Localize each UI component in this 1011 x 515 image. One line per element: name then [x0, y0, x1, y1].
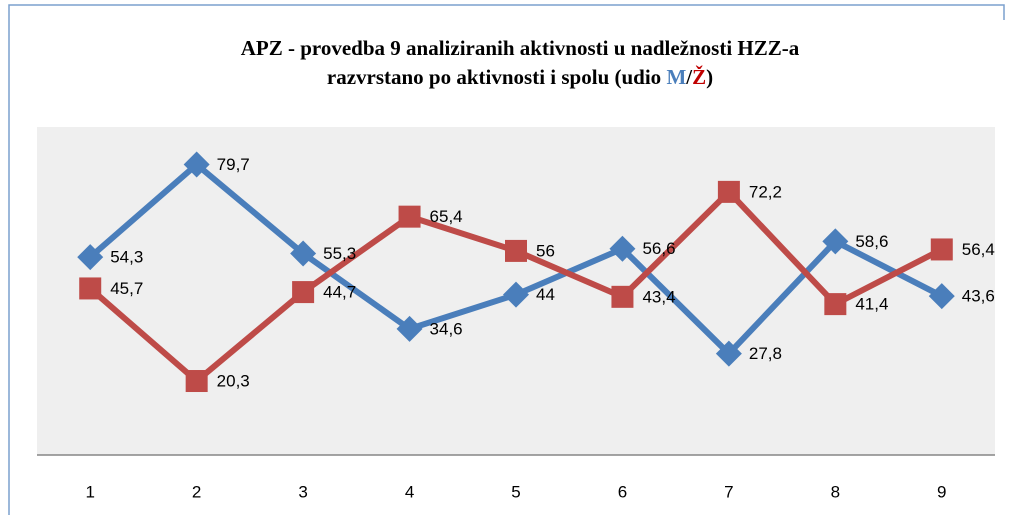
chart-subtitle: razvrstano po aktivnosti i spolu (udio M… — [327, 65, 713, 89]
marker — [185, 370, 208, 393]
legend-entry: Ž — [692, 65, 706, 89]
x-tick-label: 5 — [511, 482, 520, 501]
marker — [396, 315, 423, 342]
data-label: 56,4 — [962, 240, 995, 259]
data-label: 56 — [536, 241, 555, 260]
data-label: 44,7 — [323, 283, 356, 302]
marker — [822, 228, 849, 255]
data-label: 54,3 — [110, 248, 143, 267]
marker — [609, 235, 636, 262]
marker — [717, 180, 740, 203]
x-tick-label: 4 — [405, 482, 414, 501]
data-label: 55,3 — [323, 244, 356, 263]
data-label: 58,6 — [855, 232, 888, 251]
data-label: 43,4 — [642, 287, 675, 306]
data-label: 65,4 — [430, 207, 463, 226]
x-tick-label: 6 — [618, 482, 627, 501]
x-tick-label: 2 — [192, 482, 201, 501]
x-tick-label: 7 — [724, 482, 733, 501]
marker — [930, 238, 953, 261]
data-label: 45,7 — [110, 279, 143, 298]
marker — [79, 277, 102, 300]
marker — [183, 151, 210, 178]
x-tick-label: 3 — [298, 482, 307, 501]
marker — [715, 340, 742, 367]
data-label: 44 — [536, 285, 555, 304]
x-tick-label: 8 — [831, 482, 840, 501]
marker — [611, 285, 634, 308]
data-label: 41,4 — [855, 295, 888, 314]
title-part: ) — [706, 65, 713, 89]
marker — [505, 239, 527, 262]
marker — [928, 283, 955, 310]
data-label: 34,6 — [430, 319, 463, 338]
frame — [8, 4, 1005, 515]
data-label: 43,6 — [962, 287, 995, 306]
data-label: 20,3 — [217, 372, 250, 391]
legend-entry: M — [666, 65, 686, 89]
chart-title: APZ - provedba 9 analiziranih aktivnosti… — [241, 36, 800, 60]
data-label: 79,7 — [217, 155, 250, 174]
marker — [503, 281, 529, 308]
marker — [824, 293, 847, 316]
title-part: / — [685, 65, 693, 89]
x-tick-label: 9 — [937, 482, 946, 501]
data-label: 27,8 — [749, 344, 782, 363]
data-label: 56,6 — [642, 239, 675, 258]
marker — [398, 205, 421, 228]
marker — [77, 244, 104, 271]
title-part: razvrstano po aktivnosti i spolu (udio — [327, 65, 667, 89]
marker — [292, 281, 315, 304]
marker — [290, 240, 317, 267]
x-tick-label: 1 — [85, 482, 94, 501]
data-label: 72,2 — [749, 182, 782, 201]
